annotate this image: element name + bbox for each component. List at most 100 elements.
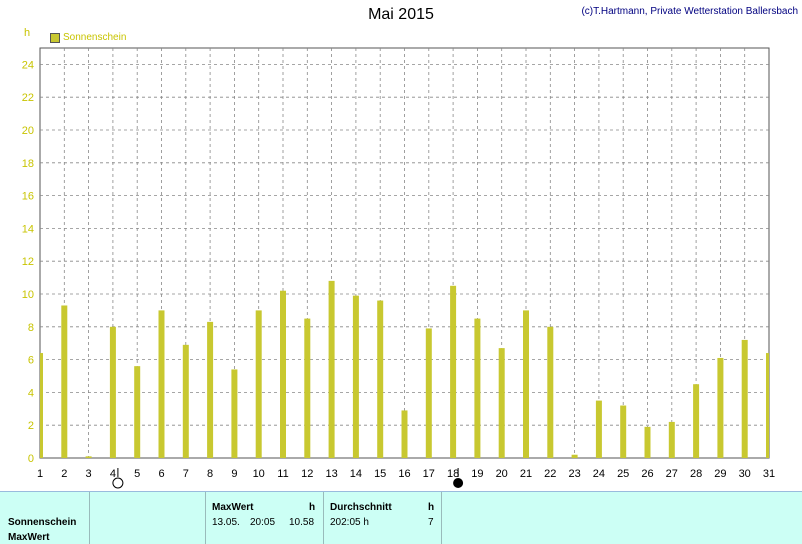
y-tick-label: 8	[28, 322, 34, 334]
legend: Sonnenschein	[50, 32, 126, 43]
x-tick-label: 19	[471, 468, 483, 480]
max-date: 13.05.	[212, 517, 240, 528]
average-total: 202:05 h	[330, 517, 369, 528]
sunshine-bar	[523, 310, 529, 458]
sunshine-bar	[450, 285, 457, 458]
sunshine-bar	[595, 400, 602, 458]
x-tick-label: 6	[158, 468, 164, 480]
x-tick-label: 29	[714, 468, 726, 480]
sunshine-bar	[547, 326, 554, 458]
new-moon-icon	[453, 478, 464, 488]
x-tick-label: 9	[231, 468, 237, 480]
x-tick-label: 3	[86, 468, 92, 480]
x-tick-label: 4	[110, 468, 116, 480]
y-tick-label: 16	[22, 191, 34, 203]
info-panel: Sonnenschein MaxWert MaxWert h 13.05. 20…	[0, 491, 802, 544]
sunshine-bar	[668, 421, 675, 458]
x-tick-label: 30	[739, 468, 751, 480]
x-tick-label: 25	[617, 468, 629, 480]
y-tick-label: 10	[22, 289, 34, 301]
y-tick-label: 12	[22, 256, 34, 268]
sunshine-bar	[40, 353, 43, 458]
row-labels-column: Sonnenschein MaxWert	[0, 492, 90, 544]
x-tick-label: 24	[593, 468, 605, 480]
legend-swatch	[50, 32, 60, 43]
x-tick-label: 10	[253, 468, 265, 480]
sunshine-bar	[304, 318, 311, 458]
y-tick-label: 4	[28, 387, 34, 399]
average-value: 7	[428, 517, 434, 528]
row-label-maxwert: MaxWert	[8, 532, 50, 543]
sunshine-bar	[571, 454, 578, 458]
full-moon-icon	[112, 477, 124, 489]
x-tick-label: 14	[350, 468, 362, 480]
max-unit: h	[309, 502, 316, 513]
x-tick-label: 7	[183, 468, 189, 480]
max-value: 10.58	[289, 517, 315, 528]
y-tick-label: 18	[22, 158, 34, 170]
sunshine-bar	[693, 384, 700, 458]
x-tick-label: 20	[496, 468, 508, 480]
average-header: Durchschnitt	[330, 502, 392, 513]
max-header: MaxWert	[212, 502, 254, 513]
sunshine-bar	[425, 328, 432, 458]
x-tick-label: 18	[447, 468, 459, 480]
x-tick-label: 15	[374, 468, 386, 480]
y-axis-unit: h	[24, 27, 31, 39]
x-tick-label: 21	[520, 468, 532, 480]
max-time: 20:05	[250, 517, 276, 528]
x-tick-label: 13	[325, 468, 337, 480]
sunshine-bar	[741, 339, 748, 458]
x-tick-label: 17	[423, 468, 435, 480]
y-tick-label: 6	[28, 355, 34, 367]
sunshine-bar	[766, 353, 769, 458]
empty-column	[90, 492, 206, 544]
sunshine-bar	[620, 405, 627, 458]
sunshine-bar	[207, 321, 214, 458]
y-tick-label: 22	[22, 92, 34, 104]
sunshine-bar	[352, 295, 359, 458]
x-tick-label: 1	[37, 468, 43, 480]
x-tick-label: 8	[207, 468, 213, 480]
sunshine-bar	[717, 357, 724, 458]
sunshine-bar	[474, 318, 481, 458]
x-tick-label: 2	[61, 468, 67, 480]
x-tick-label: 12	[301, 468, 313, 480]
x-tick-label: 26	[641, 468, 653, 480]
sunshine-bar	[377, 300, 384, 458]
sunshine-bar	[328, 280, 335, 458]
x-tick-label: 11	[277, 468, 288, 480]
max-column: MaxWert h 13.05. 20:05 10.58	[206, 492, 324, 544]
sunshine-bar	[158, 310, 165, 458]
average-column: Durchschnitt h 202:05 h 7	[324, 492, 442, 544]
x-tick-label: 22	[544, 468, 556, 480]
sunshine-bar	[182, 344, 189, 458]
y-tick-label: 2	[28, 420, 34, 432]
y-tick-label: 24	[22, 59, 34, 71]
x-tick-label: 23	[568, 468, 580, 480]
sunshine-bar	[85, 456, 92, 458]
x-tick-label: 16	[398, 468, 410, 480]
sunshine-bar	[61, 305, 68, 458]
y-tick-label: 0	[28, 453, 34, 465]
x-tick-label: 28	[690, 468, 702, 480]
sunshine-bar	[644, 426, 651, 458]
sunshine-bar	[255, 310, 262, 458]
sunshine-bar	[134, 366, 141, 458]
row-label-sunshine: Sonnenschein	[8, 517, 77, 528]
sunshine-bar	[401, 410, 408, 458]
blank-area	[442, 492, 802, 544]
legend-label: Sonnenschein	[63, 32, 127, 43]
sunshine-bar	[231, 369, 238, 458]
sunshine-bar	[109, 326, 116, 458]
x-tick-label: 5	[134, 468, 140, 480]
x-tick-label: 31	[763, 468, 775, 480]
y-tick-label: 20	[22, 125, 34, 137]
y-tick-label: 14	[22, 223, 34, 235]
chart-title: Mai 2015	[368, 6, 434, 23]
sunshine-bar	[498, 348, 505, 458]
average-unit: h	[428, 502, 435, 513]
sunshine-bar	[280, 290, 286, 458]
x-tick-label: 27	[666, 468, 678, 480]
